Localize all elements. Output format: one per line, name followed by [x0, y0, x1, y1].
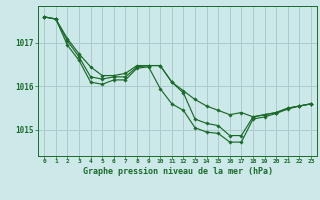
X-axis label: Graphe pression niveau de la mer (hPa): Graphe pression niveau de la mer (hPa) [83, 167, 273, 176]
